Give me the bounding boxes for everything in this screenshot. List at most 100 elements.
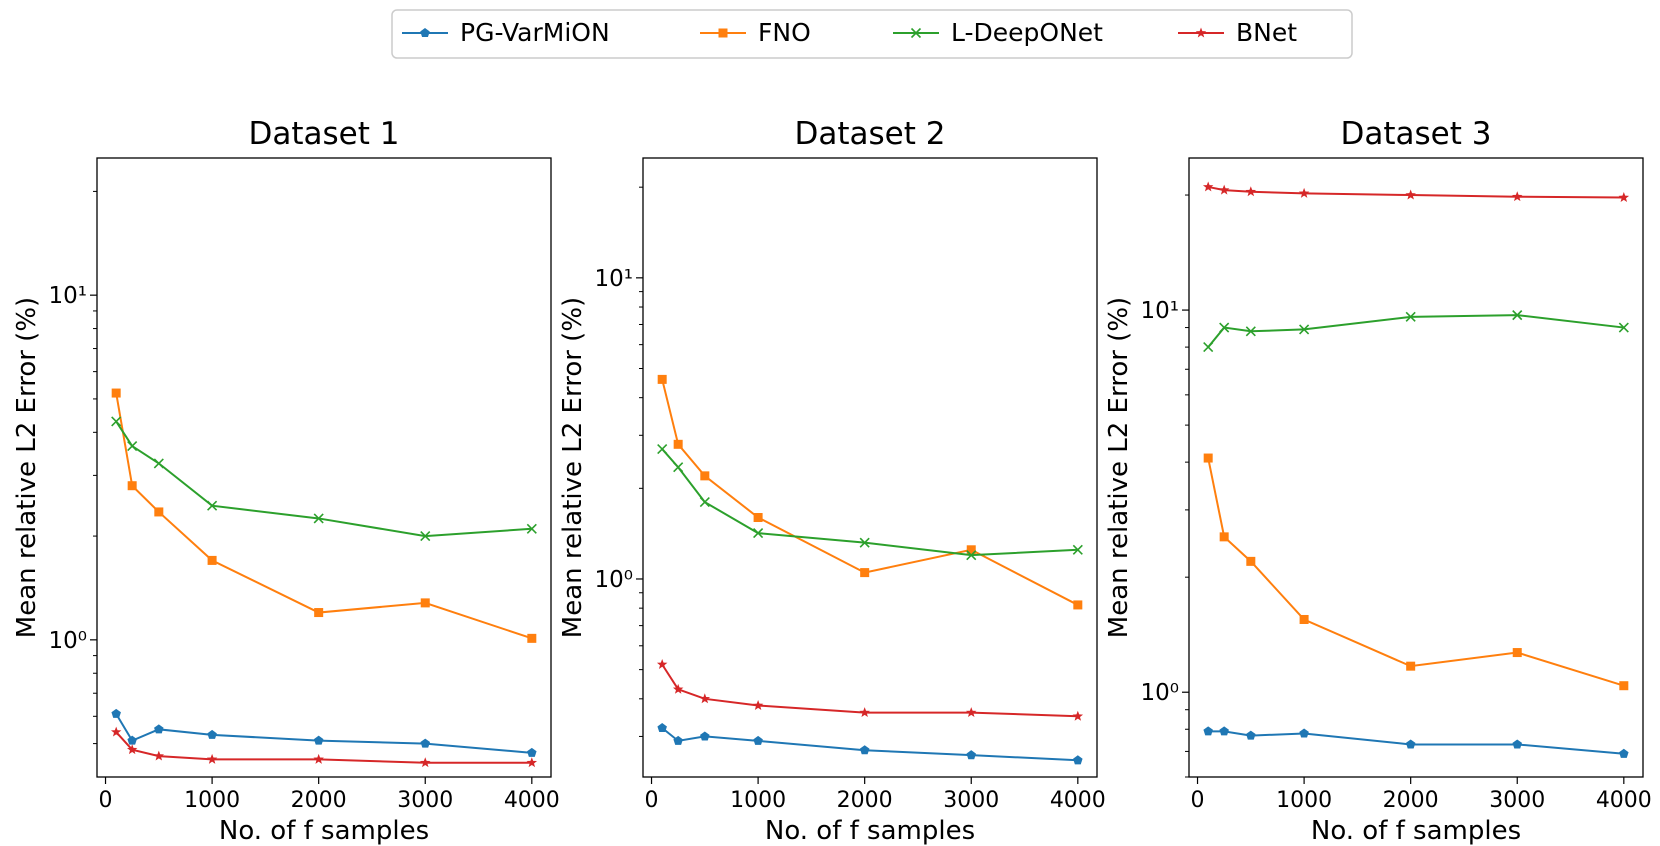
series-fno	[1203, 453, 1629, 691]
data-point-fno	[657, 374, 667, 384]
series-fno	[111, 388, 537, 643]
data-point-fno	[966, 545, 976, 555]
data-point-pg-varmion	[657, 723, 667, 733]
data-point-bnet	[206, 753, 218, 764]
x-tick-label: 0	[645, 788, 659, 813]
data-point-l-deeponet-stroke-b	[1219, 322, 1230, 333]
data-point-fno	[1219, 532, 1229, 542]
data-point-fno	[1619, 681, 1629, 691]
data-point-pg-varmion	[1405, 739, 1416, 749]
data-point-l-deeponet	[1219, 322, 1230, 333]
axes-frame	[96, 157, 552, 778]
data-point-bnet	[656, 659, 668, 669]
legend-label-bnet: BNet	[1236, 18, 1297, 47]
data-point-l-deeponet-stroke-b	[657, 444, 668, 455]
data-point-fno	[700, 471, 710, 481]
data-point-fno	[527, 633, 537, 643]
data-point-bnet	[1405, 189, 1416, 200]
data-point-l-deeponet-stroke-b	[753, 528, 764, 539]
legend-entry-l-deeponet: L-DeepONet	[893, 18, 1103, 47]
legend-marker-fno	[718, 28, 728, 38]
x-tick-label: 3000	[943, 788, 999, 813]
data-point-bnet	[1218, 184, 1230, 195]
plot-title: Dataset 1	[249, 116, 400, 152]
data-point-l-deeponet-stroke-b	[699, 497, 710, 508]
series-l-deeponet	[1203, 310, 1629, 353]
data-point-l-deeponet	[1072, 544, 1083, 555]
legend-marker-l-deeponet-stroke-b	[910, 27, 922, 39]
legend-label-pg-varmion: PG-VarMiON	[460, 18, 610, 47]
series-line-l-deeponet	[115, 420, 532, 538]
data-point-bnet	[672, 683, 684, 694]
series-line-fno	[1207, 457, 1625, 687]
data-point-pg-varmion	[1619, 748, 1629, 758]
x-tick-label: 2000	[1383, 788, 1439, 813]
y-tick-label: 10⁰	[49, 628, 88, 654]
data-point-pg-varmion	[700, 731, 710, 741]
x-tick-label: 4000	[1050, 788, 1106, 813]
legend: PG-VarMiON FNO L-DeepONet BNet	[391, 9, 1353, 59]
series-fno	[657, 374, 1083, 610]
plot-title: Dataset 3	[1341, 116, 1492, 152]
data-point-pg-varmion	[1246, 730, 1256, 740]
data-point-bnet	[1512, 191, 1523, 202]
data-point-fno	[207, 555, 217, 565]
data-point-bnet	[526, 757, 538, 768]
legend-marker-l-deeponet	[910, 27, 922, 39]
x-tick-label: 1000	[1276, 788, 1332, 813]
data-point-l-deeponet-stroke-b	[673, 462, 684, 473]
data-point-bnet	[153, 750, 165, 761]
data-point-l-deeponet	[1299, 324, 1310, 335]
data-point-bnet	[1298, 187, 1310, 198]
data-point-l-deeponet-stroke-b	[207, 500, 218, 511]
data-point-l-deeponet	[1203, 342, 1214, 353]
data-point-l-deeponet	[1512, 310, 1523, 321]
data-point-l-deeponet-stroke-b	[1618, 322, 1629, 333]
x-axis-label: No. of f samples	[219, 816, 429, 846]
legend-frame	[391, 9, 1353, 59]
series-pg-varmion	[111, 708, 537, 757]
y-axis-label: Mean relative L2 Error (%)	[558, 297, 588, 638]
data-point-pg-varmion	[154, 724, 164, 734]
data-point-l-deeponet-stroke-b	[1405, 311, 1416, 322]
data-point-l-deeponet	[313, 513, 324, 524]
data-point-l-deeponet	[859, 537, 870, 548]
x-tick-label: 3000	[1489, 788, 1545, 813]
data-point-l-deeponet	[420, 531, 431, 542]
data-point-fno	[753, 513, 763, 523]
data-point-l-deeponet-stroke-b	[1299, 324, 1310, 335]
plot-dataset-3: Dataset 3 0 1000 2000 3000 4000 10⁰ 10¹ No. of f…	[1104, 116, 1652, 846]
data-point-bnet	[699, 693, 711, 704]
data-point-pg-varmion	[753, 735, 763, 745]
axes-frame	[1188, 157, 1644, 778]
y-tick-label: 10⁰	[1141, 680, 1180, 706]
data-point-l-deeponet	[1618, 322, 1629, 333]
data-point-bnet	[110, 726, 122, 737]
data-point-fno	[1203, 453, 1213, 463]
data-point-l-deeponet-stroke-b	[1512, 310, 1523, 321]
series-line-fno	[661, 379, 1079, 606]
data-point-pg-varmion	[420, 738, 430, 748]
data-point-l-deeponet	[657, 444, 668, 455]
data-point-bnet	[420, 757, 431, 768]
data-point-l-deeponet-stroke-b	[859, 537, 870, 548]
data-point-pg-varmion	[1512, 739, 1522, 749]
data-point-fno	[111, 388, 121, 398]
data-point-fno	[1406, 661, 1416, 671]
data-point-l-deeponet	[127, 440, 138, 452]
x-tick-label: 1000	[184, 788, 240, 813]
data-point-pg-varmion	[527, 747, 537, 757]
series-line-fno	[115, 392, 533, 640]
y-tick-label: 10¹	[1141, 298, 1180, 324]
data-point-bnet	[1245, 186, 1257, 197]
data-point-bnet	[859, 707, 870, 718]
data-point-l-deeponet-stroke-b	[966, 550, 977, 561]
data-point-l-deeponet	[1245, 326, 1256, 337]
data-point-fno	[1512, 648, 1522, 658]
data-point-l-deeponet	[526, 523, 537, 534]
data-point-bnet	[966, 707, 977, 718]
series-line-pg-varmion	[661, 727, 1078, 762]
data-point-pg-varmion	[1299, 728, 1309, 738]
series-bnet	[110, 726, 538, 768]
